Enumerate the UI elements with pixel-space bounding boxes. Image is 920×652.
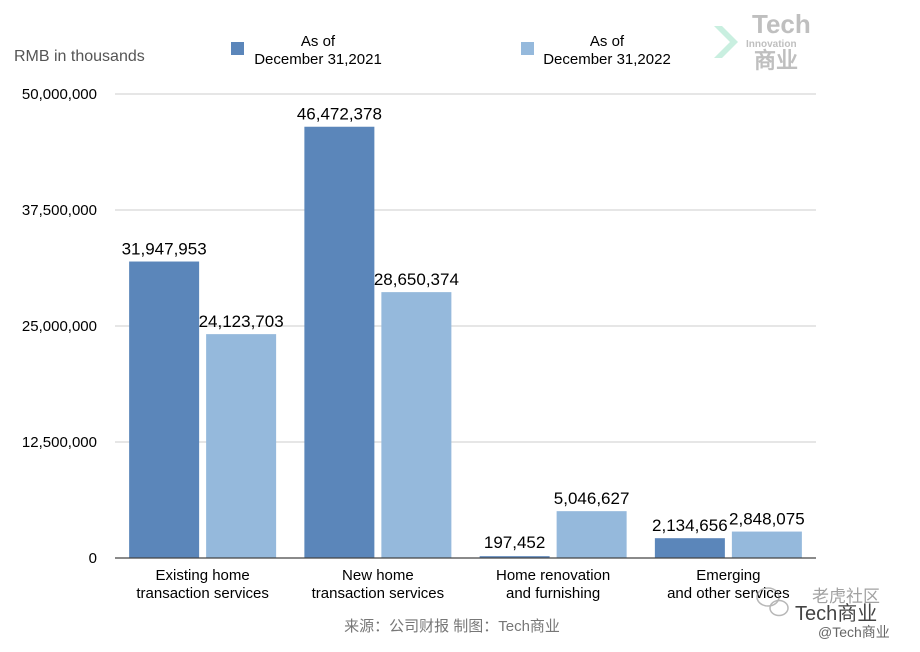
legend-label-2021-line2: December 31,2021: [254, 51, 382, 68]
account-name: Tech商业: [795, 602, 877, 625]
y-axis: 0 12,500,000 25,000,000 37,500,000 50,000,00…: [22, 86, 97, 567]
legend: As of December 31,2021 As of December 31…: [231, 33, 671, 68]
x-tick-label: transaction services: [312, 585, 445, 602]
logo-line1: Tech: [752, 9, 811, 39]
data-label: 197,452: [484, 533, 545, 552]
source-text: 来源：公司财报 制图：Tech商业: [344, 618, 560, 635]
y-tick-label: 25,000,000: [22, 318, 97, 335]
logo-line3: 商业: [754, 48, 798, 73]
legend-label-2021-line1: As of: [301, 33, 336, 50]
wechat-icon: [756, 587, 789, 617]
legend-swatch-2022: [521, 42, 534, 55]
legend-swatch-2021: [231, 42, 244, 55]
x-tick-label: New home: [342, 567, 414, 584]
data-label: 31,947,953: [122, 240, 207, 259]
data-label: 2,134,656: [652, 516, 728, 535]
y-tick-label: 50,000,000: [22, 86, 97, 103]
tech-innovation-logo: Tech Innovation 商业: [714, 9, 811, 73]
data-label: 28,650,374: [374, 270, 459, 289]
x-tick-label: and other services: [667, 585, 790, 602]
data-label: 24,123,703: [199, 312, 284, 331]
data-label: 46,472,378: [297, 105, 382, 124]
bar-2021: [304, 126, 375, 559]
bar-2021: [129, 261, 200, 558]
community-name: 老虎社区: [812, 587, 880, 606]
data-labels: 31,947,953 24,123,703 46,472,378 28,650,374…: [122, 105, 805, 552]
data-label: 5,046,627: [554, 489, 630, 508]
bar-2022: [731, 531, 802, 558]
y-tick-label: 0: [89, 550, 97, 567]
bar-2022: [381, 292, 452, 558]
account-handle: @Tech商业: [818, 624, 890, 640]
legend-label-2022-line1: As of: [590, 33, 625, 50]
x-tick-label: and furnishing: [506, 585, 600, 602]
x-tick-label: Existing home: [156, 567, 250, 584]
logo-chevron-icon: [714, 26, 738, 58]
data-label: 2,848,075: [729, 510, 805, 529]
x-tick-label: Emerging: [696, 567, 760, 584]
x-tick-label: Home renovation: [496, 567, 610, 584]
bar-2021: [479, 556, 550, 558]
bar-2022: [206, 334, 277, 558]
logo-line2: Innovation: [746, 39, 797, 50]
bar-2021: [654, 538, 725, 558]
y-tick-label: 37,500,000: [22, 202, 97, 219]
x-tick-label: transaction services: [136, 585, 269, 602]
unit-label: RMB in thousands: [14, 48, 145, 65]
bars: [129, 126, 802, 559]
legend-label-2022-line2: December 31,2022: [543, 51, 671, 68]
bar-2022: [556, 511, 627, 558]
y-tick-label: 12,500,000: [22, 434, 97, 451]
community-watermark: 老虎社区 Tech商业 @Tech商业: [756, 587, 890, 640]
